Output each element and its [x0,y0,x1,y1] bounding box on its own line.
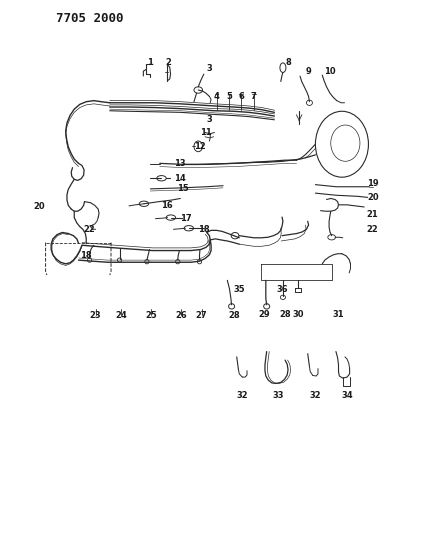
Text: 32: 32 [309,391,321,400]
Text: 35: 35 [233,285,245,294]
Text: 9: 9 [306,67,311,76]
Text: 2: 2 [166,59,171,67]
Text: 18: 18 [79,252,91,260]
Text: 25: 25 [145,311,157,320]
Text: 28: 28 [279,310,291,319]
Text: 3: 3 [206,115,212,124]
Text: 13: 13 [175,159,186,168]
Text: 23: 23 [90,311,101,320]
Text: 21: 21 [367,210,378,219]
Text: 7705 2000: 7705 2000 [56,12,124,25]
Text: 12: 12 [193,142,205,151]
Text: 24: 24 [115,311,127,320]
Text: 34: 34 [341,391,353,400]
Text: 22: 22 [367,225,378,234]
Text: 36: 36 [276,285,288,294]
Text: 19: 19 [367,179,378,188]
Text: 7: 7 [251,92,257,101]
Text: 33: 33 [273,391,284,400]
Text: 14: 14 [175,174,186,183]
Text: 30: 30 [292,310,304,319]
Text: 16: 16 [161,201,172,211]
Text: 27: 27 [196,311,208,320]
Text: 26: 26 [175,311,187,320]
Text: 20: 20 [367,193,378,202]
Text: 1: 1 [148,59,153,67]
Text: 15: 15 [177,184,188,193]
Text: 10: 10 [324,67,336,76]
Text: 17: 17 [180,214,191,223]
Text: 5: 5 [227,92,233,101]
Text: 11: 11 [200,128,212,137]
Text: 3: 3 [206,64,212,72]
Text: 29: 29 [259,310,270,319]
Text: 22: 22 [84,225,96,234]
Text: 6: 6 [238,92,244,101]
Text: 18: 18 [198,225,210,234]
Text: 32: 32 [236,391,248,400]
Text: 31: 31 [333,310,344,319]
Text: 4: 4 [214,92,220,101]
Text: 20: 20 [33,203,45,212]
Text: 28: 28 [228,311,239,320]
Text: 8: 8 [285,59,291,67]
